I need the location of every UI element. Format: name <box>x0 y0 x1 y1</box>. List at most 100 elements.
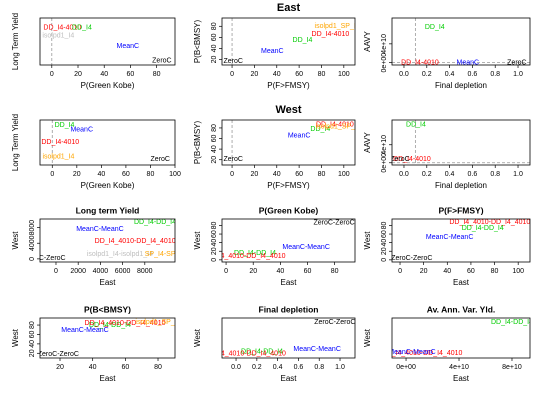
x-tick-label: 100 <box>169 171 181 178</box>
x-tick-label: 80 <box>154 364 162 371</box>
point-label: DD_I4 <box>406 121 426 128</box>
point-label: DD_I4 <box>425 24 445 31</box>
panel: P(Green Kobe)0 20 40 60 80020406080EastWestZ… <box>193 205 356 287</box>
point-label: MeanC-MeanC <box>388 349 435 356</box>
x-tick-label: 20 <box>73 171 81 178</box>
panel: East 0 20 40 60 80 100 20 40 60 80 P(F>FMSY) P(B<BMS… <box>193 2 360 90</box>
point-label: DD_I4_4010-DD_I4_4010 <box>205 350 286 357</box>
x-tick-label: 0 <box>50 71 54 78</box>
y-tick-label: 0 <box>29 257 36 261</box>
plot-frame <box>39 317 176 359</box>
x-axis-label: Final depletion <box>435 181 487 190</box>
x-tick-label: 0e+00 <box>396 364 416 371</box>
x-tick-label: 60 <box>295 71 303 78</box>
x-tick-label: 0.6 <box>468 71 478 78</box>
y-axis-label: West <box>363 328 372 347</box>
y-axis-label: P(B<BMSY) <box>193 120 202 164</box>
plot-region: DD_I4-DD_I4 MeanC-MeanC DD_I4_4010-DD_I4_4… <box>40 219 176 262</box>
panel: 0 20 40 60 80 100 P(Green Kobe) Long Term Yield… <box>11 114 181 190</box>
y-axis-label: West <box>193 231 202 250</box>
point-label: isolpd1_I4-isolpd1_I4 <box>87 251 153 258</box>
x-tick-label: 40 <box>89 364 97 371</box>
y-tick-label: 4e+10 <box>381 34 388 54</box>
x-axis-label: East <box>99 374 116 383</box>
point-label: DD_I4-DD_I4 <box>462 225 504 232</box>
point-label: isolpd1_SP_I4 <box>315 23 360 30</box>
point-label: ZeroC <box>223 156 242 163</box>
y-tick-label: 80 <box>29 321 36 329</box>
x-axis-label: East <box>280 278 297 287</box>
plot-frame <box>221 218 356 263</box>
y-tick-label: 40 <box>211 145 218 153</box>
panel: Av. Ann. Var. Yld. 0e+00 4e+10 8e+10 East Wes… <box>363 304 531 383</box>
point-label: DD_I4-4010 <box>312 31 350 38</box>
x-tick-label: 0.4 <box>445 71 455 78</box>
x-axis-label: P(Green Kobe) <box>81 81 135 90</box>
point-label: ZeroC-ZeroC <box>314 319 355 326</box>
point-label: ZeroC <box>152 58 171 65</box>
panel-title: West <box>275 104 301 116</box>
point-label: MeanC-MeanC <box>426 234 473 241</box>
point-label: DD_I4_4010-DD_I4_4010 <box>449 219 530 226</box>
x-tick-label: 0.8 <box>490 171 500 178</box>
x-tick-label: 80 <box>491 268 499 275</box>
x-tick-label: 60 <box>295 171 303 178</box>
x-axis-label: P(F>FMSY) <box>267 181 310 190</box>
plot-frame <box>391 119 531 166</box>
x-tick-label: 0.0 <box>231 364 241 371</box>
point-label: DD_I4 <box>310 126 330 133</box>
y-tick-label: 40 <box>211 44 218 52</box>
y-tick-label: 4000 <box>29 235 36 251</box>
point-label: MeanC-MeanC <box>76 226 123 233</box>
x-tick-label: 0.6 <box>294 364 304 371</box>
x-tick-label: 80 <box>147 171 155 178</box>
y-tick-label: 60 <box>381 230 388 238</box>
y-tick-label: 60 <box>211 33 218 41</box>
plot-region: DD_I4-DD_I4 DD_I4_4010-DD_I4_4010MeanC-Me… <box>388 319 530 357</box>
x-tick-label: 80 <box>318 71 326 78</box>
point-label: DD_I4-4010 <box>43 25 81 32</box>
plot-region: ZeroC-ZeroC MeanC-MeanC DD_I4-DD_I4DD_I4_4… <box>205 319 355 358</box>
point-label: isolpd1_I4 <box>42 154 74 161</box>
point-label: DD_I4-4010 <box>401 59 439 66</box>
x-tick-label: 20 <box>74 71 82 78</box>
y-tick-label: 0e+00 <box>381 53 388 73</box>
point-label: DD_I4_4010-DD_I4_4010 <box>205 253 286 260</box>
y-tick-label: 40 <box>211 239 218 247</box>
y-axis-label: AAVY <box>363 30 372 51</box>
x-axis-label: East <box>99 278 116 287</box>
x-tick-label: 20 <box>249 268 257 275</box>
x-tick-label: 0 <box>230 71 234 78</box>
y-tick-label: 80 <box>211 124 218 132</box>
point-label: ZeroC-ZeroC <box>391 255 432 262</box>
panel-title: P(Green Kobe) <box>259 205 319 215</box>
y-axis-label: West <box>193 328 202 347</box>
point-label: DD_I4_4010-DD_I4_4010 <box>95 238 176 245</box>
x-tick-label: 0.2 <box>422 171 432 178</box>
x-tick-label: 60 <box>304 268 312 275</box>
x-tick-label: 0 <box>54 268 58 275</box>
point-label: isolpd1_SP_I4 <box>316 124 361 131</box>
point-label: ZeroC <box>223 58 242 65</box>
x-tick-label: 1.0 <box>335 364 345 371</box>
y-tick-label: 0 <box>211 258 218 262</box>
point-label: MeanC <box>288 133 311 140</box>
x-tick-label: 0.2 <box>422 71 432 78</box>
x-tick-label: 0 <box>50 171 54 178</box>
point-label: MeanC-MeanC <box>61 327 108 334</box>
x-tick-label: 0 <box>398 268 402 275</box>
y-axis-label: Long Term Yield <box>11 13 20 70</box>
x-axis-label: East <box>453 278 470 287</box>
point-label: DD_I4-4010 <box>393 156 431 163</box>
point-label: isolpd1_I4 <box>42 33 74 40</box>
panel-title: Av. Ann. Var. Yld. <box>427 304 496 314</box>
point-label: DD_I4-DD_I4 <box>234 250 276 257</box>
x-tick-label: 100 <box>338 171 350 178</box>
x-tick-label: 80 <box>153 71 161 78</box>
x-tick-label: 60 <box>467 268 475 275</box>
plot-frame <box>221 17 356 66</box>
